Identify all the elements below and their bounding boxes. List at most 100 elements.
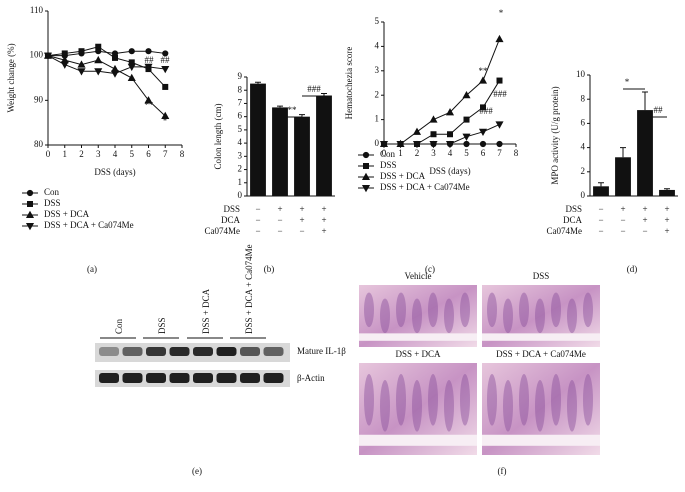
x-tick-label: 7: [497, 148, 502, 158]
crypt: [444, 380, 454, 432]
x-tick-label: 1: [63, 149, 68, 159]
legend-marker: [363, 163, 369, 169]
blot-band: [146, 347, 166, 356]
annotation: ###: [479, 106, 493, 116]
bar: [250, 83, 266, 196]
marker: [94, 55, 103, 64]
lumen: [482, 333, 600, 341]
x-tick-label: 0: [382, 148, 387, 158]
marker: [95, 43, 102, 50]
blot-band: [122, 373, 143, 383]
x-tick-label: 4: [113, 149, 118, 159]
marker: [478, 128, 488, 137]
y-tick-label: 2: [375, 89, 380, 99]
condition-sign: −: [598, 204, 603, 214]
x-tick-label: 3: [431, 148, 436, 158]
annotation: ##: [145, 55, 155, 65]
legend-marker: [27, 201, 33, 207]
y-tick-label: 8: [581, 93, 586, 103]
crypt: [519, 374, 529, 426]
blot-band: [122, 347, 143, 356]
marker: [61, 50, 68, 57]
lane-label: DSS + DCA: [201, 288, 211, 334]
crypt: [567, 298, 577, 334]
row-label: β-Actin: [297, 373, 325, 383]
y-tick-label: 110: [30, 5, 44, 15]
marker: [94, 68, 103, 76]
image-label: Vehicle: [405, 271, 432, 281]
blot-band: [240, 373, 260, 383]
marker: [77, 60, 86, 68]
y-tick-label: 8: [238, 84, 243, 94]
bar: [294, 116, 310, 196]
marker: [127, 73, 136, 82]
condition-sign: +: [277, 204, 282, 214]
y-tick-label: 2: [581, 166, 586, 176]
crypt: [364, 292, 374, 328]
marker: [128, 48, 135, 55]
crypt: [396, 374, 406, 426]
series-line: [47, 55, 166, 117]
y-tick-label: 4: [238, 137, 243, 147]
legend-marker: [26, 189, 34, 197]
marker: [162, 50, 169, 57]
condition-sign: +: [642, 204, 647, 214]
x-tick-label: 2: [79, 149, 84, 159]
annotation: **: [479, 66, 489, 76]
x-tick-label: 4: [448, 148, 453, 158]
x-tick-label: 6: [481, 148, 486, 158]
condition-sign: −: [299, 226, 304, 236]
condition-sign: −: [277, 215, 282, 225]
panel-label: (d): [627, 264, 638, 274]
y-tick-label: 6: [238, 111, 243, 121]
y-axis-label: MPO activity (U/g protein): [550, 86, 560, 184]
marker: [462, 133, 471, 141]
y-tick-label: 4: [581, 142, 586, 152]
legend-marker: [361, 172, 371, 181]
crypt: [503, 298, 513, 334]
marker: [479, 140, 487, 148]
crypt: [428, 292, 438, 328]
error-bar: [642, 91, 648, 111]
legend-marker: [25, 222, 35, 231]
lane-label: Con: [114, 318, 124, 334]
legend-label: Con: [380, 149, 396, 159]
legend-label: DSS: [44, 198, 61, 208]
legend-label: DSS: [380, 160, 397, 170]
marker: [144, 96, 153, 104]
crypt: [519, 292, 529, 328]
blot-band: [263, 373, 284, 383]
y-tick-label: 0: [375, 138, 380, 148]
x-tick-label: 3: [96, 149, 101, 159]
bar: [659, 189, 675, 196]
x-tick-label: 5: [464, 148, 469, 158]
bar: [316, 95, 332, 196]
image-label: DSS: [533, 271, 550, 281]
annotation: **: [145, 100, 155, 110]
lane-label: DSS + DCA + Ca074Me: [244, 244, 254, 334]
x-tick-label: 7: [163, 149, 168, 159]
crypt: [460, 292, 470, 328]
bar: [637, 110, 653, 196]
condition-label: DSS: [223, 204, 240, 214]
x-tick-label: 0: [46, 149, 51, 159]
condition-label: DCA: [563, 215, 583, 225]
y-tick-label: 10: [576, 69, 586, 79]
condition-sign: −: [277, 226, 282, 236]
lumen: [482, 434, 600, 446]
marker: [447, 131, 453, 138]
series-line: [47, 55, 166, 75]
marker: [478, 76, 488, 84]
y-tick-label: 6: [581, 117, 586, 127]
condition-sign: −: [255, 215, 260, 225]
series-line: [384, 124, 500, 145]
y-tick-label: 3: [375, 65, 380, 75]
condition-sign: +: [299, 215, 304, 225]
panel-label: (e): [192, 466, 202, 476]
crypt: [444, 298, 454, 334]
crypt: [487, 374, 497, 426]
marker: [60, 61, 69, 69]
marker: [396, 140, 405, 149]
marker: [144, 63, 153, 72]
y-tick-label: 1: [238, 177, 243, 187]
